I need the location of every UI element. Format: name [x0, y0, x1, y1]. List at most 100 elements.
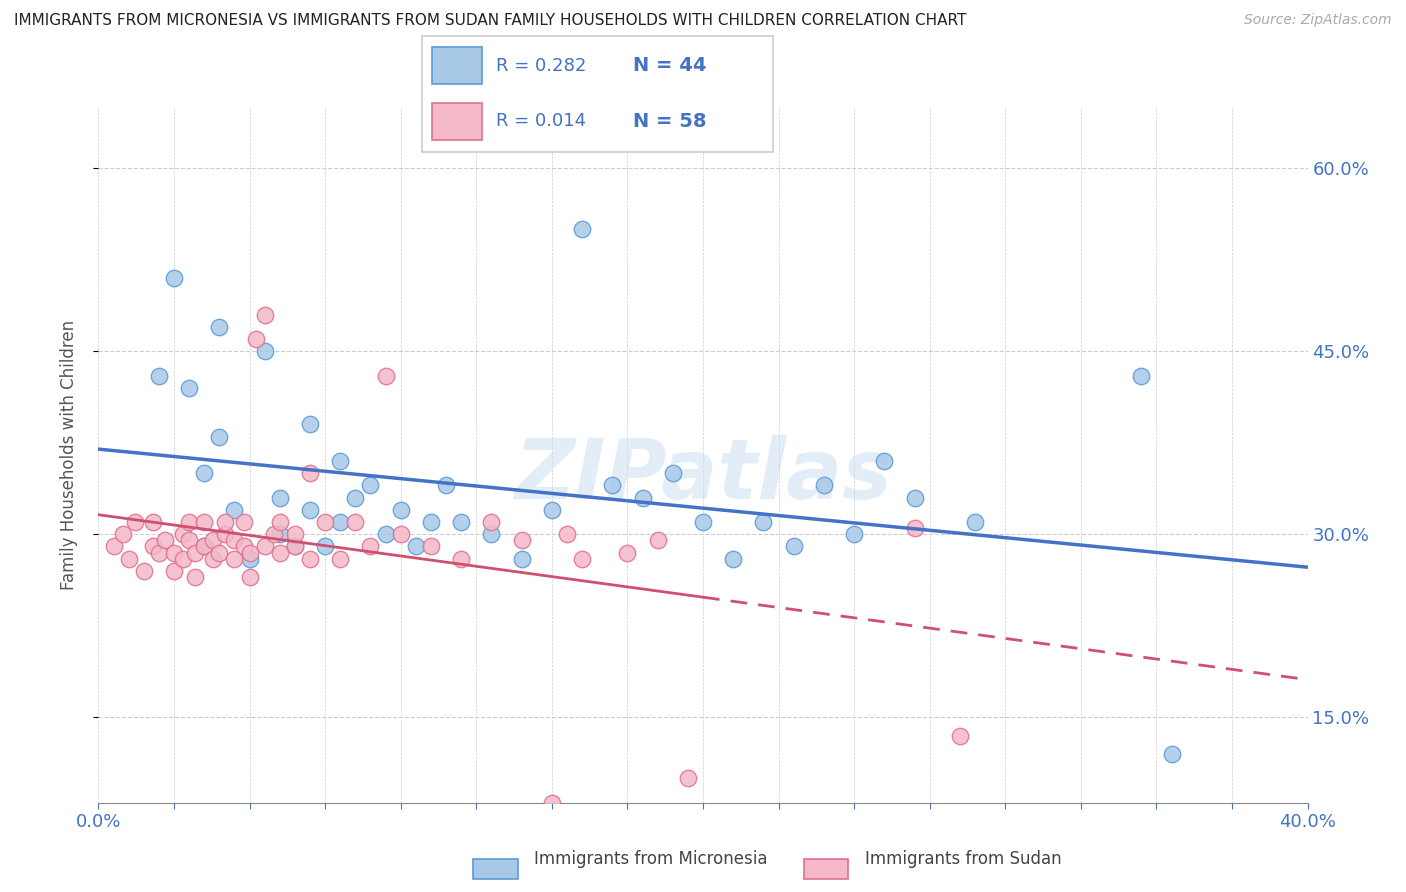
Point — [269, 515, 291, 529]
Point — [179, 381, 201, 395]
Text: IMMIGRANTS FROM MICRONESIA VS IMMIGRANTS FROM SUDAN FAMILY HOUSEHOLDS WITH CHILD: IMMIGRANTS FROM MICRONESIA VS IMMIGRANTS… — [14, 13, 966, 29]
FancyBboxPatch shape — [804, 859, 848, 879]
Point — [329, 454, 352, 468]
Point — [571, 222, 593, 236]
Point — [314, 540, 336, 554]
Point — [662, 467, 685, 481]
Point — [813, 478, 835, 492]
Text: ZIPatlas: ZIPatlas — [515, 435, 891, 516]
Point — [103, 540, 125, 554]
Point — [434, 478, 457, 492]
Point — [965, 515, 987, 529]
Point — [299, 417, 322, 432]
Point — [481, 527, 503, 541]
Point — [208, 429, 231, 443]
Point — [148, 368, 170, 383]
Point — [253, 344, 276, 359]
FancyBboxPatch shape — [433, 103, 481, 140]
Point — [647, 533, 669, 548]
Point — [179, 515, 201, 529]
Point — [148, 545, 170, 559]
Point — [245, 332, 267, 346]
Point — [904, 521, 927, 535]
Point — [602, 478, 624, 492]
Point — [405, 540, 427, 554]
Point — [420, 515, 443, 529]
Point — [193, 515, 215, 529]
Text: R = 0.282: R = 0.282 — [496, 57, 586, 75]
Point — [284, 527, 307, 541]
Point — [184, 570, 207, 584]
Point — [202, 551, 225, 566]
Text: Immigrants from Sudan: Immigrants from Sudan — [865, 850, 1062, 868]
Point — [153, 533, 176, 548]
Point — [949, 729, 972, 743]
Point — [132, 564, 155, 578]
Point — [616, 545, 638, 559]
Point — [214, 515, 236, 529]
Point — [783, 540, 806, 554]
Point — [1130, 368, 1153, 383]
Point — [269, 527, 291, 541]
Point — [752, 515, 775, 529]
Text: Source: ZipAtlas.com: Source: ZipAtlas.com — [1244, 13, 1392, 28]
Point — [450, 551, 472, 566]
Point — [329, 551, 352, 566]
Point — [214, 527, 236, 541]
Point — [179, 533, 201, 548]
Point — [873, 454, 896, 468]
Point — [163, 545, 186, 559]
Point — [1160, 747, 1182, 761]
Point — [510, 533, 533, 548]
Point — [163, 564, 186, 578]
Point — [142, 515, 165, 529]
Point — [208, 319, 231, 334]
Point — [540, 796, 562, 810]
Point — [450, 515, 472, 529]
Point — [202, 533, 225, 548]
Point — [676, 772, 699, 786]
Point — [239, 551, 262, 566]
Point — [420, 540, 443, 554]
Point — [253, 540, 276, 554]
Point — [239, 570, 262, 584]
Point — [224, 533, 246, 548]
Text: Immigrants from Micronesia: Immigrants from Micronesia — [534, 850, 768, 868]
Point — [360, 478, 382, 492]
Point — [111, 527, 134, 541]
Point — [263, 527, 285, 541]
Point — [124, 515, 146, 529]
Point — [510, 551, 533, 566]
Point — [284, 540, 307, 554]
Point — [555, 527, 578, 541]
Point — [118, 551, 141, 566]
Point — [142, 540, 165, 554]
Point — [163, 271, 186, 285]
Point — [269, 545, 291, 559]
Point — [314, 515, 336, 529]
Point — [269, 491, 291, 505]
Point — [224, 551, 246, 566]
Point — [344, 491, 367, 505]
Point — [184, 545, 207, 559]
FancyBboxPatch shape — [433, 47, 481, 85]
Point — [344, 515, 367, 529]
Point — [172, 527, 194, 541]
Point — [723, 551, 745, 566]
Point — [329, 515, 352, 529]
Point — [172, 551, 194, 566]
Point — [239, 545, 262, 559]
Text: R = 0.014: R = 0.014 — [496, 112, 586, 130]
Point — [232, 515, 254, 529]
Point — [193, 540, 215, 554]
Point — [692, 515, 714, 529]
FancyBboxPatch shape — [422, 36, 773, 152]
Point — [389, 527, 412, 541]
Point — [631, 491, 654, 505]
Point — [360, 540, 382, 554]
Point — [844, 527, 866, 541]
Point — [299, 467, 322, 481]
Point — [374, 527, 396, 541]
Point — [540, 503, 562, 517]
Point — [481, 515, 503, 529]
